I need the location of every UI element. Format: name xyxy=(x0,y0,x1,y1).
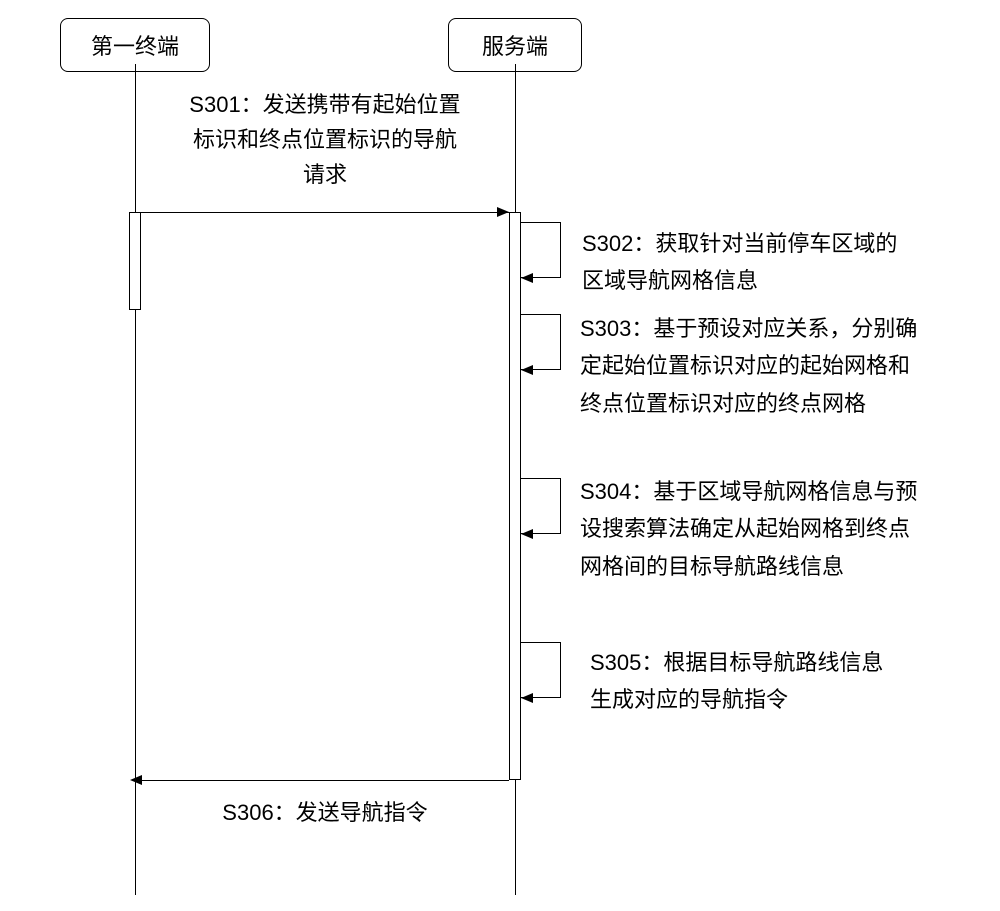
msg-s305-loop xyxy=(521,642,561,698)
msg-s301-text: S301：发送携带有起始位置标识和终点位置标识的导航请求 xyxy=(145,87,505,193)
msg-s302-loop xyxy=(521,222,561,278)
msg-s305-arrowhead xyxy=(521,693,533,703)
msg-s302-arrowhead xyxy=(521,273,533,283)
msg-s303-loop xyxy=(521,314,561,370)
msg-s301-arrowhead xyxy=(497,207,509,217)
msg-s303-arrowhead xyxy=(521,365,533,375)
msg-s306-arrow xyxy=(136,780,509,781)
msg-s303-text: S303：基于预设对应关系，分别确定起始位置标识对应的起始网格和终点位置标识对应… xyxy=(580,310,917,422)
activation-client xyxy=(129,212,141,310)
msg-s304-text: S304：基于区域导航网格信息与预设搜索算法确定从起始网格到终点网格间的目标导航… xyxy=(580,473,917,585)
msg-s304-arrowhead xyxy=(521,529,533,539)
msg-s301-arrow xyxy=(136,212,509,213)
sequence-diagram: 第一终端 服务端 S301：发送携带有起始位置标识和终点位置标识的导航请求 S3… xyxy=(0,0,1000,911)
msg-s306-text: S306：发送导航指令 xyxy=(150,795,500,830)
activation-server xyxy=(509,212,521,780)
actor-client-label: 第一终端 xyxy=(91,34,179,59)
msg-s302-text: S302：获取针对当前停车区域的区域导航网格信息 xyxy=(582,225,897,300)
lifeline-client xyxy=(135,64,136,895)
msg-s304-loop xyxy=(521,478,561,534)
actor-server-label: 服务端 xyxy=(482,34,548,59)
msg-s305-text: S305：根据目标导航路线信息生成对应的导航指令 xyxy=(590,644,883,719)
msg-s306-arrowhead xyxy=(130,775,142,785)
